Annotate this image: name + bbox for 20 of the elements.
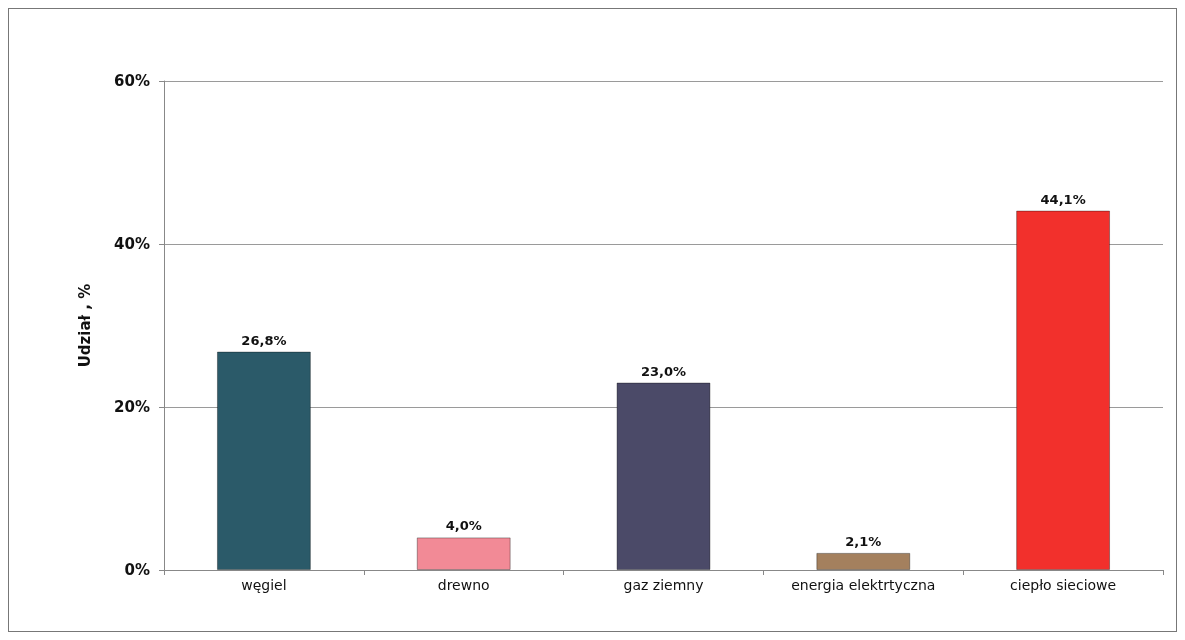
- x-tick-label: energia elektrtyczna: [791, 577, 936, 593]
- bar: [816, 552, 911, 570]
- bar: [416, 537, 511, 570]
- data-label: 26,8%: [241, 332, 287, 348]
- y-tick-label: 0%: [124, 561, 150, 579]
- y-tick-label: 20%: [114, 398, 150, 416]
- data-label: 2,1%: [845, 533, 882, 549]
- data-label: 23,0%: [640, 363, 687, 379]
- y-axis-title: Udział , %: [75, 283, 94, 368]
- data-label: 44,1%: [1040, 191, 1086, 207]
- x-tick-label: ciepło sieciowe: [1010, 577, 1117, 593]
- bar: [616, 382, 711, 570]
- y-tick-label: 60%: [114, 72, 150, 90]
- x-tick-label: drewno: [437, 577, 490, 593]
- x-tick-label: gaz ziemny: [623, 577, 704, 593]
- bar: [216, 351, 311, 570]
- bar: [1016, 210, 1111, 570]
- data-label: 4,0%: [445, 518, 482, 534]
- x-tick-label: węgiel: [241, 577, 287, 593]
- y-tick-label: 40%: [114, 235, 150, 253]
